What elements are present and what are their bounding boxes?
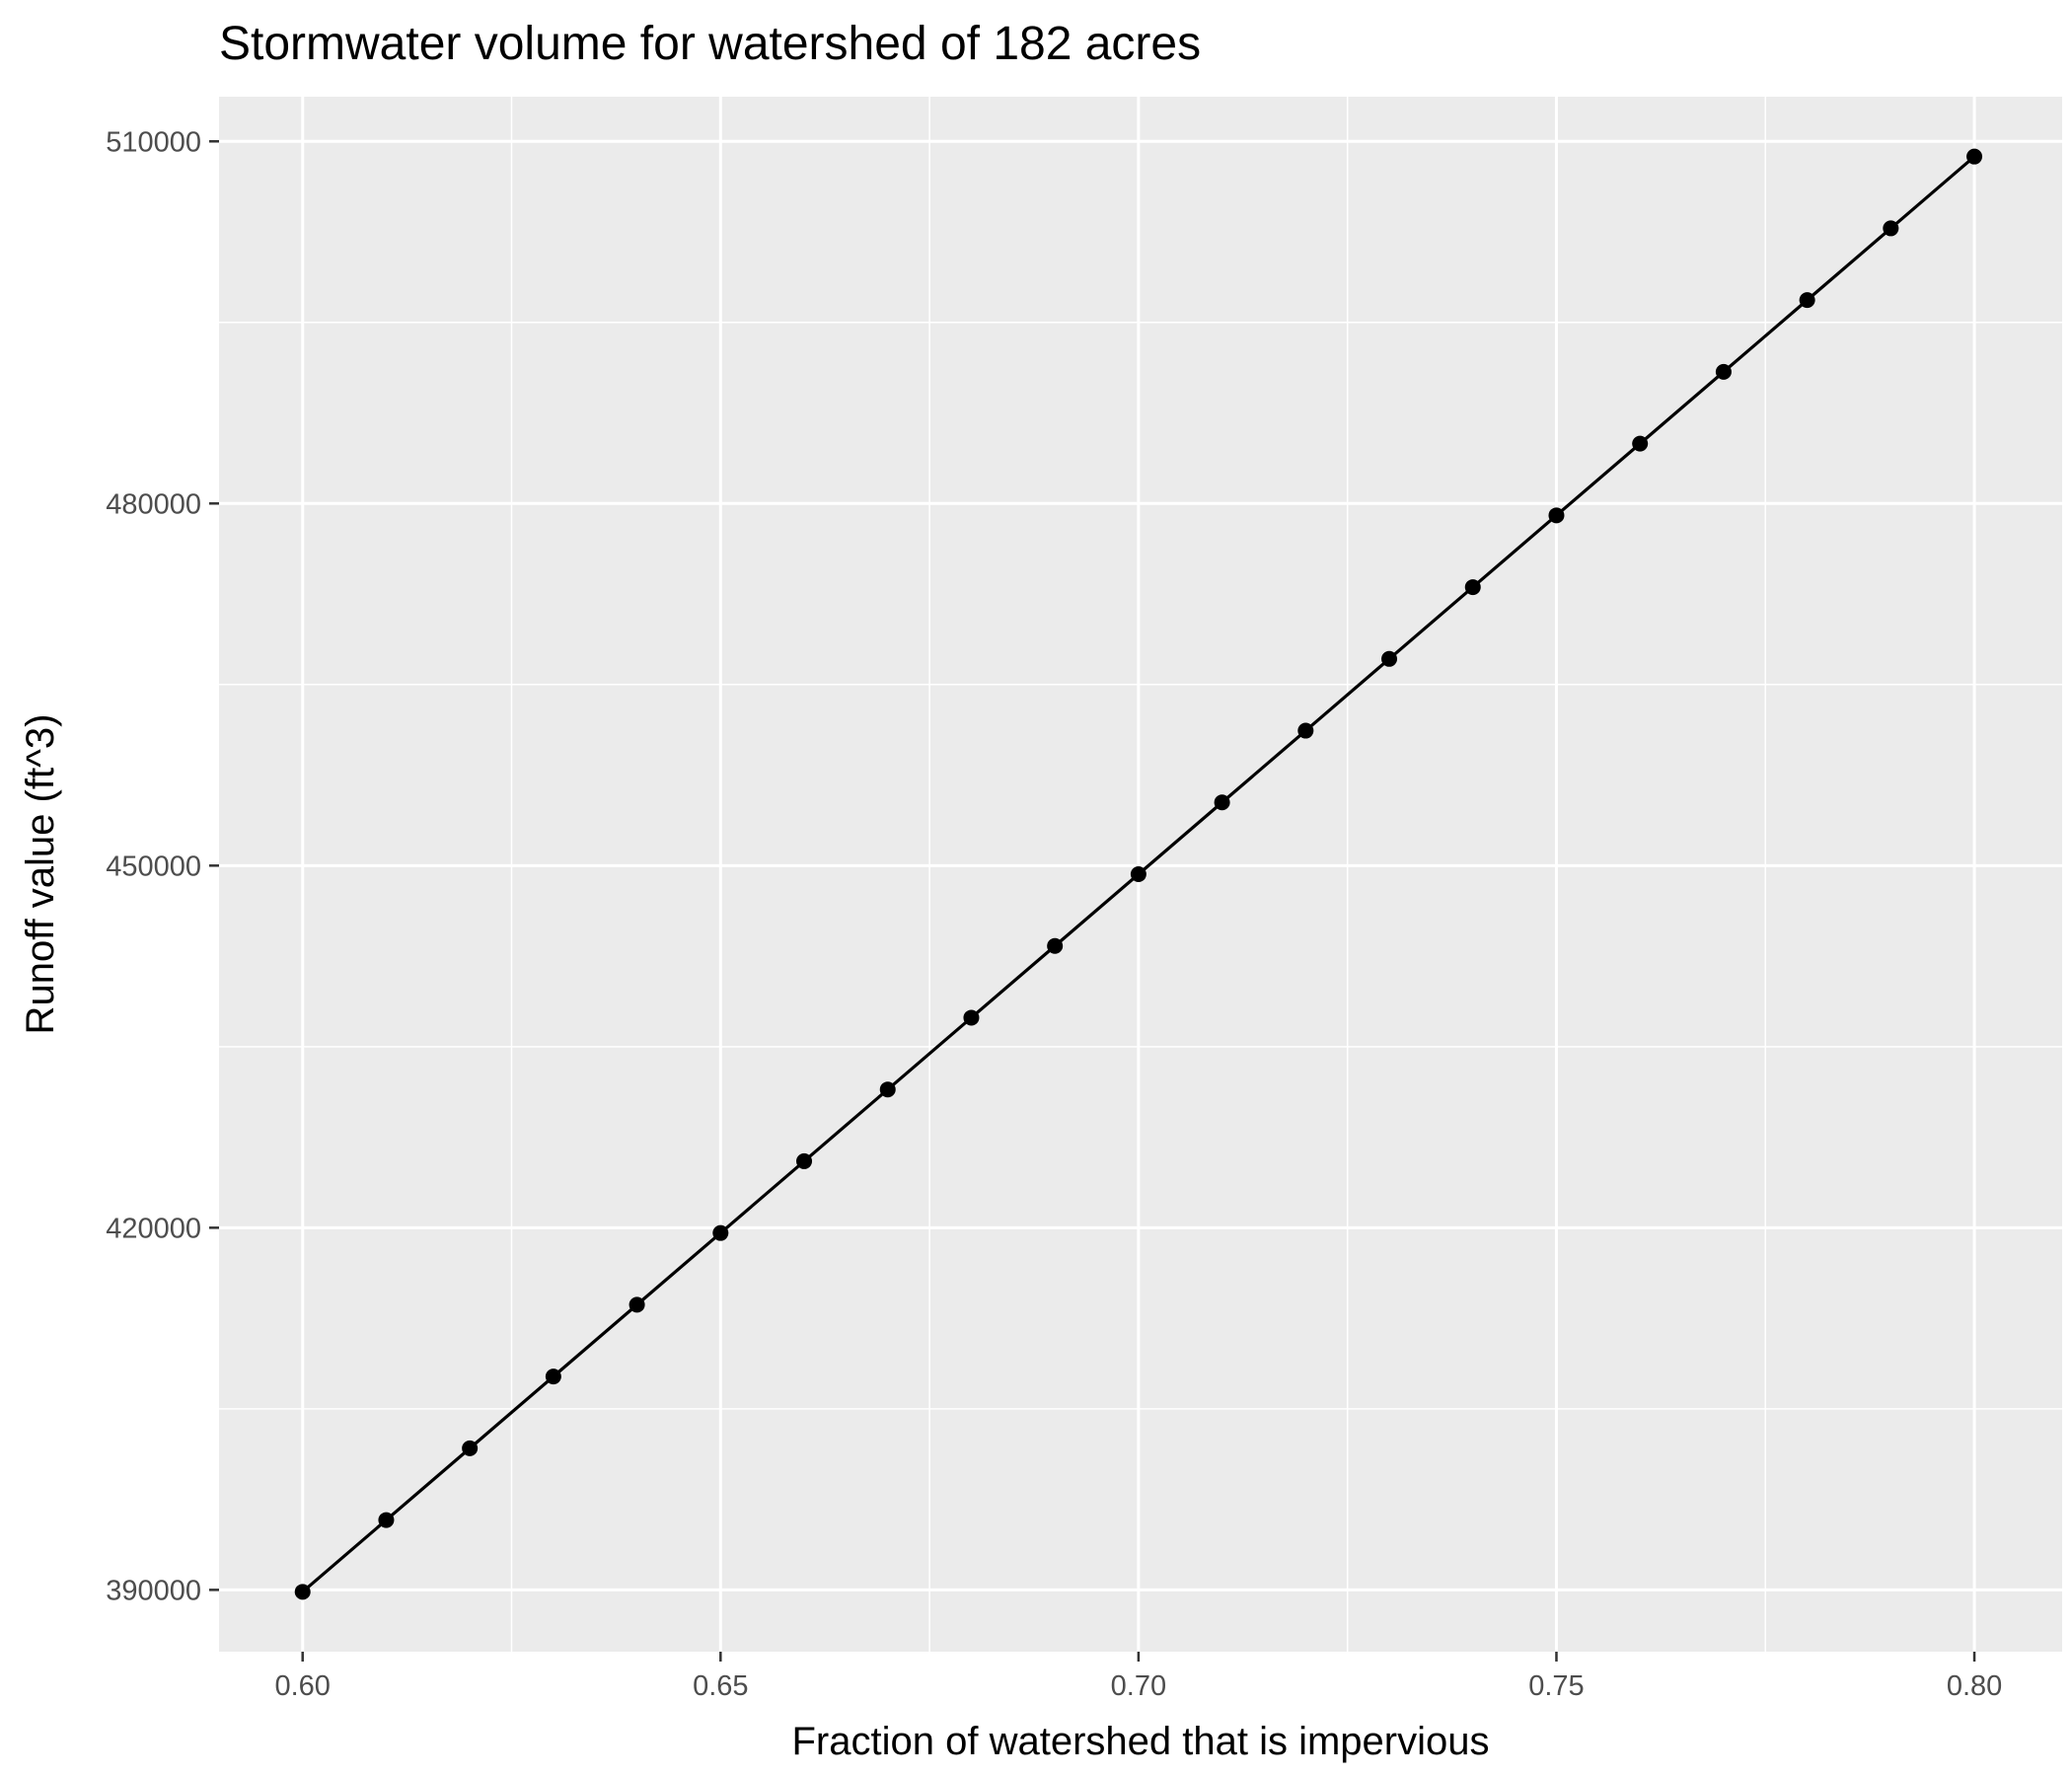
data-point — [712, 1224, 729, 1241]
data-point — [1130, 866, 1147, 882]
data-point — [1632, 435, 1649, 452]
data-point — [963, 1009, 980, 1026]
data-point — [294, 1584, 311, 1600]
data-point — [1214, 794, 1230, 811]
chart-title: Stormwater volume for watershed of 182 a… — [219, 18, 1201, 70]
grid-minor — [219, 97, 2062, 1652]
data-point — [1464, 579, 1481, 596]
data-point — [545, 1369, 561, 1385]
data-point — [1715, 363, 1732, 380]
series-layer — [294, 148, 1983, 1600]
x-tick-label: 0.60 — [274, 1670, 330, 1702]
data-point — [796, 1152, 813, 1169]
y-tick-label: 390000 — [106, 1575, 201, 1606]
data-point — [1799, 292, 1815, 309]
data-point — [1883, 220, 1899, 237]
y-tick-label: 450000 — [106, 851, 201, 882]
data-point — [1297, 722, 1314, 739]
data-point — [1047, 937, 1064, 954]
y-tick-label: 510000 — [106, 126, 201, 158]
x-axis-title: Fraction of watershed that is impervious — [792, 1720, 1490, 1763]
data-point — [879, 1081, 896, 1098]
data-point — [378, 1512, 395, 1528]
x-tick-label: 0.65 — [693, 1670, 748, 1702]
y-tick-label: 420000 — [106, 1213, 201, 1244]
data-point — [462, 1440, 479, 1456]
data-point — [1966, 148, 1983, 165]
x-tick-label: 0.80 — [1947, 1670, 2002, 1702]
data-point — [629, 1296, 645, 1313]
axis-ticks — [209, 140, 1976, 1662]
y-axis-title: Runoff value (ft^3) — [19, 714, 62, 1035]
data-point — [1548, 507, 1565, 524]
data-point — [1381, 650, 1398, 667]
tick-labels: 0.60 0.65 0.70 0.75 0.80 390000 420000 450000 48… — [106, 126, 2002, 1702]
x-tick-label: 0.75 — [1528, 1670, 1584, 1702]
y-tick-label: 480000 — [106, 488, 201, 520]
x-tick-label: 0.70 — [1111, 1670, 1166, 1702]
